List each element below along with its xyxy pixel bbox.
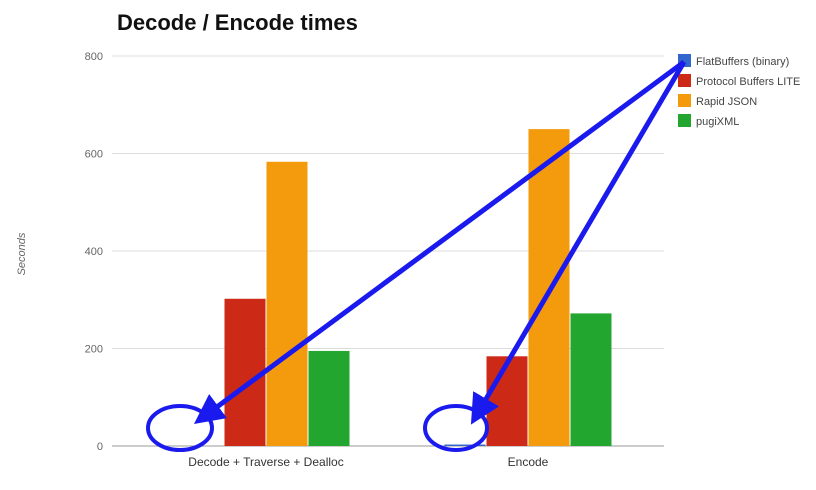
legend-swatch (678, 114, 691, 127)
legend-label: FlatBuffers (binary) (696, 56, 789, 68)
bar (267, 162, 308, 446)
ellipse-decode (148, 406, 212, 450)
y-tick-label: 200 (85, 344, 103, 356)
bar (225, 299, 266, 446)
y-tick-label: 0 (97, 441, 103, 453)
category-label: Decode + Traverse + Dealloc (188, 455, 343, 469)
legend-label: pugiXML (696, 116, 739, 128)
y-tick-labels: 0 200 400 600 800 (85, 51, 103, 453)
bar (487, 356, 528, 446)
bar (571, 313, 612, 446)
y-tick-label: 800 (85, 51, 103, 63)
category-labels: Decode + Traverse + Dealloc Encode (188, 455, 548, 469)
legend-label: Rapid JSON (696, 96, 757, 108)
y-tick-label: 600 (85, 149, 103, 161)
legend-swatch (678, 94, 691, 107)
y-tick-label: 400 (85, 246, 103, 258)
category-label: Encode (508, 455, 549, 469)
legend-label: Protocol Buffers LITE (696, 76, 800, 88)
legend-swatch (678, 74, 691, 87)
legend: FlatBuffers (binary) Protocol Buffers LIT… (678, 54, 800, 128)
bar (309, 351, 350, 446)
